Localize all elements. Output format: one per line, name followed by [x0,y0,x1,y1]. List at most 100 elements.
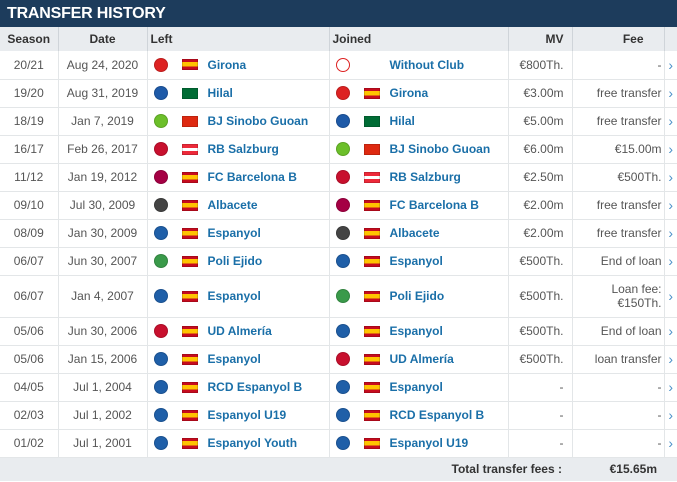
chevron-right-icon[interactable]: › [664,373,677,402]
club-link[interactable]: Espanyol [389,380,443,394]
chevron-right-icon[interactable]: › [664,345,677,374]
table-row: 11/12 Jan 19, 2012 FC Barcelona B RB Sal… [0,163,677,192]
club-link[interactable]: Without Club [389,57,465,72]
chevron-right-icon[interactable]: › [664,247,677,276]
club-crest-icon[interactable] [153,198,168,212]
fee-cell: €15.00m [572,135,665,164]
club-link[interactable]: RB Salzburg [389,170,461,184]
date-cell: Jul 1, 2001 [58,429,148,458]
club-crest-icon[interactable] [335,352,350,366]
club-crest-icon[interactable] [335,57,350,72]
club-crest-icon[interactable] [335,380,350,394]
club-crest-icon[interactable] [153,142,168,156]
market-value-cell: €500Th. [508,345,573,374]
club-link[interactable]: Girona [389,86,429,100]
chevron-right-icon[interactable]: › [664,51,677,80]
club-link[interactable]: Espanyol [389,324,443,338]
club-link[interactable]: Espanyol [207,352,261,366]
club-crest-icon[interactable] [335,408,350,422]
season-cell: 16/17 [0,135,59,164]
club-link[interactable]: FC Barcelona B [207,170,297,184]
club-crest-icon[interactable] [335,226,350,240]
club-link[interactable]: Espanyol U19 [389,436,469,450]
club-link[interactable]: BJ Sinobo Guoan [207,114,309,128]
club-link[interactable]: Albacete [389,226,440,240]
austria-flag-icon [363,171,380,183]
club-crest-icon[interactable] [153,114,168,128]
column-left[interactable]: Left [147,27,330,51]
column-joined[interactable]: Joined [329,27,509,51]
date-cell: Feb 26, 2017 [58,135,148,164]
chevron-right-icon[interactable]: › [664,317,677,346]
club-link[interactable]: Espanyol [207,289,261,303]
club-link[interactable]: RCD Espanyol B [207,380,303,394]
season-cell: 01/02 [0,429,59,458]
column-season[interactable]: Season [0,27,59,51]
club-link[interactable]: Espanyol Youth [207,436,298,450]
club-crest-icon[interactable] [335,254,350,268]
spain-flag-icon [363,353,380,365]
chevron-right-icon[interactable]: › [664,401,677,430]
club-crest-icon[interactable] [153,170,168,184]
club-crest-icon[interactable] [153,226,168,240]
club-link[interactable]: Espanyol [207,226,261,240]
club-link[interactable]: Poli Ejido [207,254,263,268]
club-link[interactable]: UD Almería [389,352,454,366]
date-cell: Jan 19, 2012 [58,163,148,192]
club-crest-icon[interactable] [153,289,168,303]
chevron-right-icon[interactable]: › [664,219,677,248]
club-link[interactable]: BJ Sinobo Guoan [389,142,491,156]
club-link[interactable]: RB Salzburg [207,142,279,156]
table-row: 05/06 Jun 30, 2006 UD Almería Espanyol €… [0,317,677,346]
column-date[interactable]: Date [58,27,148,51]
club-link[interactable]: UD Almería [207,324,272,338]
joined-club-cell: Albacete [329,219,509,248]
joined-club-cell: Girona [329,79,509,108]
club-crest-icon[interactable] [153,380,168,394]
chevron-right-icon[interactable]: › [664,79,677,108]
club-crest-icon[interactable] [335,289,350,303]
left-club-cell: Espanyol [147,275,330,318]
club-link[interactable]: Girona [207,57,247,72]
club-crest-icon[interactable] [335,436,350,450]
chevron-right-icon[interactable]: › [664,163,677,192]
club-link[interactable]: RCD Espanyol B [389,408,485,422]
club-crest-icon[interactable] [153,408,168,422]
column-fee[interactable]: Fee [572,27,665,51]
spain-flag-icon [181,199,198,211]
club-crest-icon[interactable] [153,86,168,100]
club-crest-icon[interactable] [335,170,350,184]
left-club-cell: RB Salzburg [147,135,330,164]
club-crest-icon[interactable] [335,114,350,128]
chevron-right-icon[interactable]: › [664,135,677,164]
column-mv[interactable]: MV [508,27,573,51]
fee-cell: - [572,429,665,458]
club-crest-icon[interactable] [153,352,168,366]
club-crest-icon[interactable] [335,324,350,338]
spain-flag-icon [363,409,380,421]
joined-club-cell: Espanyol U19 [329,429,509,458]
club-crest-icon[interactable] [153,436,168,450]
club-crest-icon[interactable] [335,198,350,212]
club-link[interactable]: FC Barcelona B [389,198,479,212]
chevron-right-icon[interactable]: › [664,191,677,220]
fee-cell: free transfer [572,107,665,136]
chevron-right-icon[interactable]: › [664,429,677,458]
club-crest-icon[interactable] [335,142,350,156]
club-crest-icon[interactable] [153,324,168,338]
club-crest-icon[interactable] [153,57,168,72]
club-crest-icon[interactable] [335,86,350,100]
joined-club-cell: Espanyol [329,247,509,276]
chevron-right-icon[interactable]: › [664,107,677,136]
club-link[interactable]: Poli Ejido [389,289,445,303]
date-cell: Jun 30, 2007 [58,247,148,276]
club-link[interactable]: Hilal [389,114,415,128]
club-link[interactable]: Espanyol [389,254,443,268]
club-link[interactable]: Albacete [207,198,258,212]
club-link[interactable]: Hilal [207,86,233,100]
club-crest-icon[interactable] [153,254,168,268]
date-cell: Jul 1, 2004 [58,373,148,402]
club-link[interactable]: Espanyol U19 [207,408,287,422]
china-flag-icon [181,115,198,127]
chevron-right-icon[interactable]: › [664,275,677,318]
